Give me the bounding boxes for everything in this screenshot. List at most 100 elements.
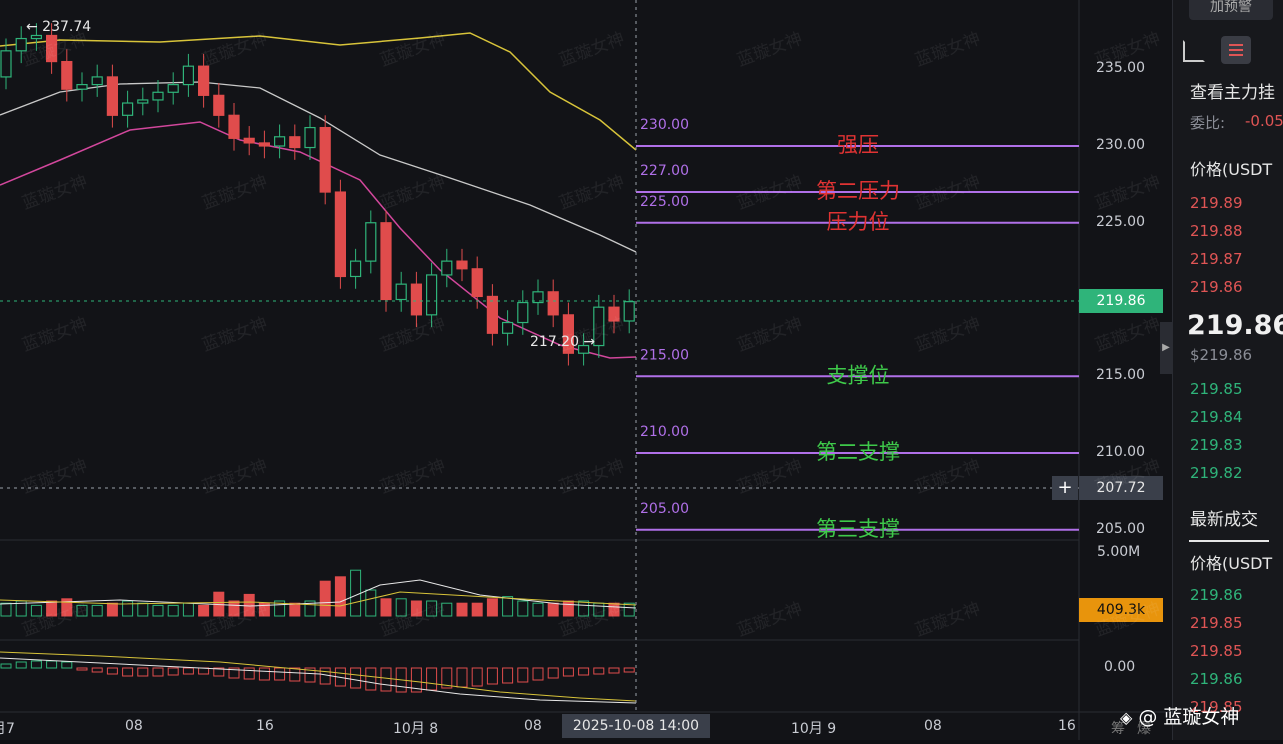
current-volume-tag: 409.3k <box>1079 598 1163 622</box>
macd-bar <box>426 667 438 691</box>
volume-bar <box>243 593 255 617</box>
upper-band <box>0 32 637 151</box>
candle-body <box>137 99 149 104</box>
macd-bar <box>578 667 590 676</box>
candles <box>0 23 635 366</box>
footer-tool-burst[interactable]: 爆 <box>1137 721 1151 737</box>
candle-body <box>532 291 544 304</box>
candle-body <box>228 114 240 139</box>
volume-bar <box>532 602 544 617</box>
time-axis-tick: 16 <box>256 718 274 734</box>
volume-bar <box>562 600 574 617</box>
add-alert-button[interactable]: 加预警 <box>1189 0 1273 20</box>
bid-price[interactable]: 219.85 <box>1190 380 1243 398</box>
ask-price[interactable]: 219.87 <box>1190 250 1243 268</box>
main-orders-title[interactable]: 查看主力挂 <box>1190 83 1275 103</box>
trade-price[interactable]: 219.85 <box>1190 698 1243 716</box>
low-marker: 217.20 → <box>530 334 595 350</box>
popout-icon[interactable] <box>1183 40 1205 62</box>
time-axis-tick: 月7 <box>0 721 15 737</box>
volume-bar <box>61 598 73 617</box>
volume-bar <box>30 604 42 617</box>
level-price-label: 227.00 <box>640 163 689 179</box>
volume-bar <box>167 604 179 617</box>
recent-trades-title[interactable]: 最新成交 <box>1190 510 1258 530</box>
level-price-label: 210.00 <box>640 424 689 440</box>
macd-histogram <box>0 651 637 704</box>
panel-toggle-icon[interactable]: ▶ <box>1160 322 1172 374</box>
volume-bar <box>152 604 164 617</box>
macd-bar <box>91 667 103 673</box>
last-price-usd: $219.86 <box>1190 346 1253 364</box>
candle-body <box>167 83 179 93</box>
bid-price[interactable]: 219.82 <box>1190 464 1243 482</box>
volume-bar <box>304 600 316 617</box>
volume-bar <box>365 589 377 617</box>
macd-bar <box>258 667 270 681</box>
ask-price[interactable]: 219.86 <box>1190 278 1243 296</box>
candle-body <box>365 222 377 262</box>
macd-bar <box>274 667 286 681</box>
bid-price[interactable]: 219.84 <box>1190 408 1243 426</box>
macd-bar <box>410 667 422 693</box>
candle-body <box>593 306 605 347</box>
ask-price[interactable]: 219.89 <box>1190 194 1243 212</box>
time-axis-tick: 10月 8 <box>393 721 439 737</box>
macd-bar <box>532 667 544 681</box>
time-axis-tick: 08 <box>125 718 143 734</box>
trade-price[interactable]: 219.85 <box>1190 642 1243 660</box>
volume-bars <box>0 569 637 617</box>
macd-bar <box>213 667 225 677</box>
level-name-label: 第三支撑 <box>816 517 900 541</box>
price-axis-tick: 205.00 <box>1096 520 1145 537</box>
candle-body <box>471 268 483 298</box>
candle-body <box>30 34 42 40</box>
level-name-label: 第二支撑 <box>816 440 900 464</box>
price-levels: 230.00 强压 227.00 第二压力 225.00 压力位 215.00 支撑位 210.… <box>636 117 1079 541</box>
trade-price[interactable]: 219.86 <box>1190 586 1243 604</box>
bid-price[interactable]: 219.83 <box>1190 436 1243 454</box>
macd-bar <box>380 667 392 692</box>
trade-price[interactable]: 219.86 <box>1190 670 1243 688</box>
macd-bar <box>30 660 42 669</box>
orderbook-layout-icon[interactable] <box>1221 36 1251 64</box>
candle-body <box>319 126 331 193</box>
volume-bar <box>228 600 240 617</box>
level-price-label: 225.00 <box>640 194 689 210</box>
volume-bar <box>274 600 286 617</box>
trades-price-header: 价格(USDT <box>1190 554 1273 573</box>
volume-bar <box>46 600 58 617</box>
crosshair-plus-icon[interactable]: + <box>1052 476 1078 500</box>
level-price-label: 215.00 <box>640 347 689 363</box>
candle-body <box>182 65 194 86</box>
recent-trades-underline <box>1189 540 1269 542</box>
lower-band <box>0 121 637 359</box>
candle-body <box>121 102 134 116</box>
level-name-label: 支撑位 <box>827 363 890 387</box>
volume-axis-tick: 5.00M <box>1097 544 1141 560</box>
macd-bar <box>471 667 483 687</box>
candlestick-chart[interactable]: 230.00 强压 227.00 第二压力 225.00 压力位 215.00 支撑位 210.… <box>0 0 1172 740</box>
candle-body <box>243 137 255 144</box>
macd-bar <box>502 667 514 684</box>
chart-area[interactable]: 230.00 强压 227.00 第二压力 225.00 压力位 215.00 支撑位 210.… <box>0 0 1172 740</box>
volume-bar <box>547 602 559 617</box>
price-axis-tick: 215.00 <box>1096 367 1145 384</box>
volume-bar <box>258 602 270 617</box>
candle-body <box>486 295 498 334</box>
footer-tool-chips[interactable]: 筹 <box>1111 721 1125 737</box>
volume-bar <box>593 602 605 617</box>
volume-bar <box>395 598 407 617</box>
volume-bar <box>106 602 118 617</box>
candle-body <box>562 314 575 354</box>
volume-bar <box>334 576 346 617</box>
macd-bar <box>0 663 12 669</box>
ratio-value: -0.05 <box>1245 112 1283 130</box>
price-axis-tick: 210.00 <box>1096 444 1145 460</box>
ask-price[interactable]: 219.88 <box>1190 222 1243 240</box>
price-axis-tick: 235.00 <box>1096 60 1145 77</box>
volume-ma-white <box>0 579 637 609</box>
volume-bar <box>456 602 468 617</box>
volume-bar <box>578 600 590 617</box>
trade-price[interactable]: 219.85 <box>1190 614 1243 632</box>
